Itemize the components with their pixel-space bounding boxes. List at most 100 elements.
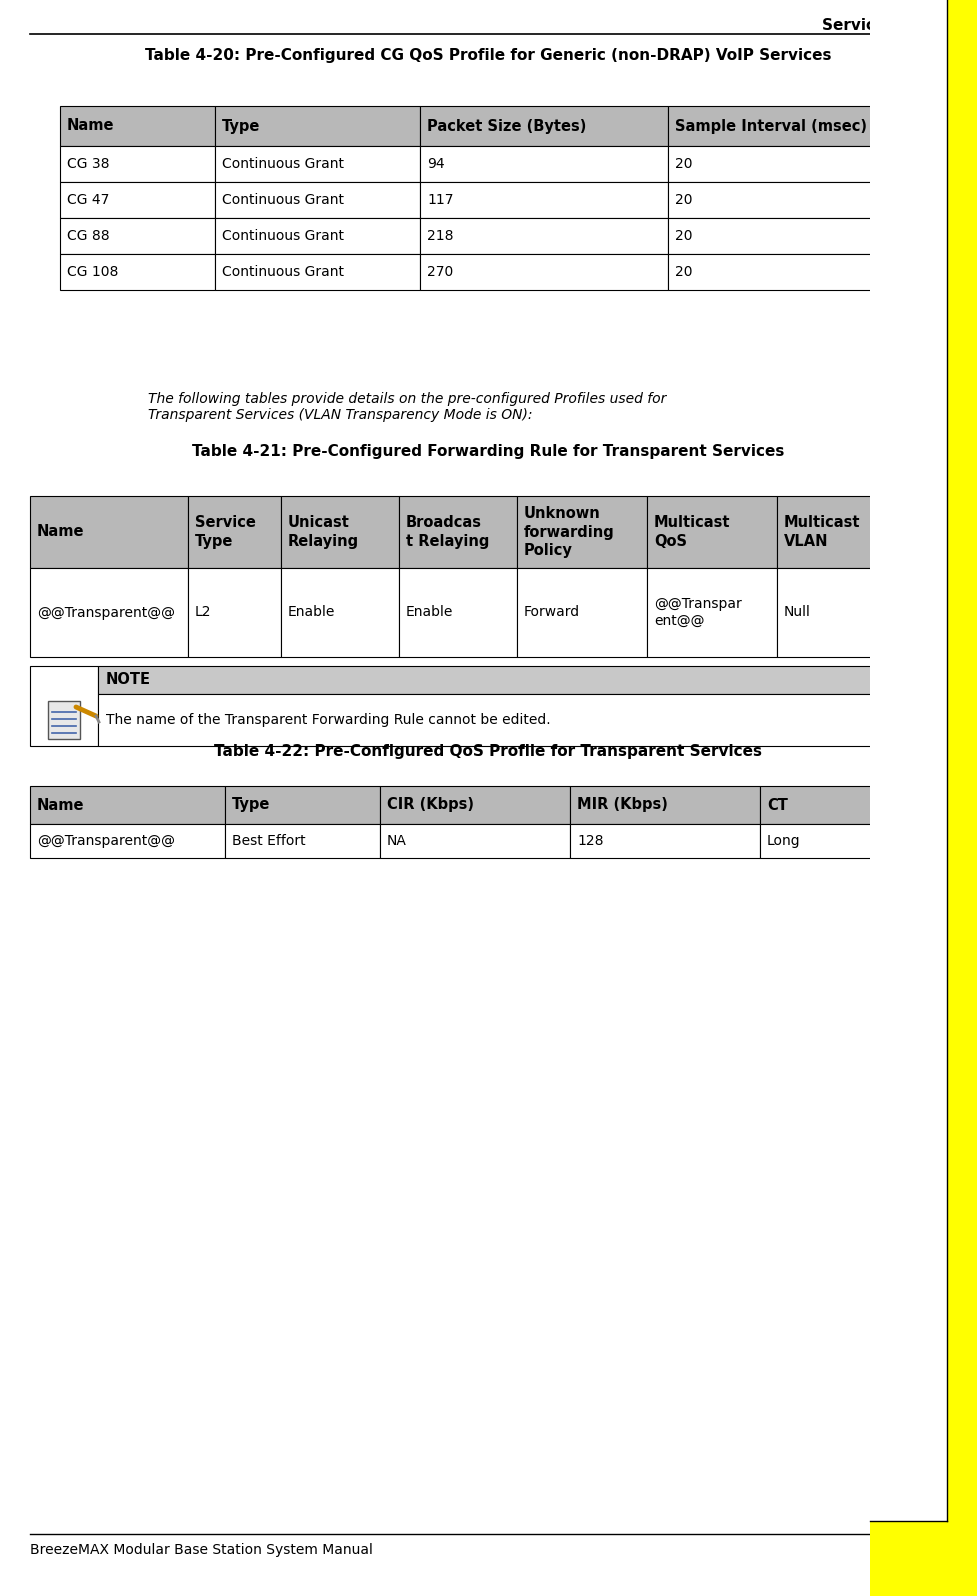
Bar: [760, 785, 947, 824]
Text: BreezeMAX Modular Base Station System Manual: BreezeMAX Modular Base Station System Ma…: [30, 1543, 373, 1558]
Bar: [281, 568, 399, 658]
Bar: [668, 145, 917, 182]
Bar: [60, 105, 215, 145]
Bar: [30, 785, 225, 824]
Text: Broadcas
t Relaying: Broadcas t Relaying: [406, 516, 489, 549]
Text: Name: Name: [37, 525, 84, 539]
Text: Multicast
QoS: Multicast QoS: [654, 516, 731, 549]
Bar: [517, 496, 647, 568]
Text: Transparent Services (VLAN Transparency Mode is ON):: Transparent Services (VLAN Transparency …: [148, 409, 532, 421]
Text: Table 4-21: Pre-Configured Forwarding Rule for Transparent Services: Table 4-21: Pre-Configured Forwarding Ru…: [192, 444, 785, 460]
Text: 20: 20: [675, 156, 693, 171]
Text: Name: Name: [67, 118, 114, 134]
Text: Name: Name: [37, 798, 84, 812]
Text: Long: Long: [767, 835, 800, 847]
Bar: [98, 666, 947, 694]
Text: Null: Null: [784, 605, 811, 619]
Bar: [225, 785, 380, 824]
Text: Unknown
forwarding
Policy: Unknown forwarding Policy: [524, 506, 615, 559]
Text: Packet Size (Bytes): Packet Size (Bytes): [427, 118, 586, 134]
Text: Continuous Grant: Continuous Grant: [222, 156, 344, 171]
Bar: [947, 0, 977, 1596]
Text: Forward: Forward: [524, 605, 580, 619]
Text: 128: 128: [577, 835, 604, 847]
Bar: [215, 254, 420, 290]
Bar: [225, 824, 380, 859]
Bar: [647, 496, 777, 568]
Text: 270: 270: [427, 265, 453, 279]
Text: 20: 20: [675, 228, 693, 243]
Bar: [30, 824, 225, 859]
Text: 215: 215: [870, 1543, 896, 1558]
Text: Enable: Enable: [406, 605, 453, 619]
Text: CG 88: CG 88: [67, 228, 109, 243]
Text: Continuous Grant: Continuous Grant: [222, 228, 344, 243]
Bar: [98, 694, 947, 745]
Text: 20: 20: [675, 265, 693, 279]
Text: NOTE: NOTE: [106, 672, 151, 688]
Text: CG 38: CG 38: [67, 156, 109, 171]
Text: 94: 94: [427, 156, 445, 171]
Bar: [420, 254, 668, 290]
Text: Continuous Grant: Continuous Grant: [222, 193, 344, 207]
Text: NA: NA: [387, 835, 406, 847]
Text: 20: 20: [675, 193, 693, 207]
Text: CG 108: CG 108: [67, 265, 118, 279]
Text: Type: Type: [232, 798, 271, 812]
Text: @@Transparent@@: @@Transparent@@: [37, 605, 175, 619]
Bar: [380, 824, 570, 859]
Text: Services Menu: Services Menu: [822, 18, 947, 34]
Text: Best Effort: Best Effort: [232, 835, 306, 847]
Text: 117: 117: [427, 193, 453, 207]
Bar: [420, 145, 668, 182]
Bar: [760, 824, 947, 859]
Bar: [420, 219, 668, 254]
Text: L2: L2: [195, 605, 211, 619]
Bar: [870, 0, 947, 1521]
Text: 218: 218: [427, 228, 453, 243]
Bar: [30, 666, 98, 745]
Bar: [870, 1521, 977, 1596]
Bar: [215, 105, 420, 145]
Text: Table 4-22: Pre-Configured QoS Profile for Transparent Services: Table 4-22: Pre-Configured QoS Profile f…: [215, 744, 762, 760]
Bar: [570, 824, 760, 859]
Bar: [188, 568, 281, 658]
Text: CG 47: CG 47: [67, 193, 109, 207]
Bar: [215, 182, 420, 219]
Bar: [60, 182, 215, 219]
Text: @@Transpar
ent@@: @@Transpar ent@@: [654, 597, 742, 629]
Text: Continuous Grant: Continuous Grant: [222, 265, 344, 279]
Text: Table 4-20: Pre-Configured CG QoS Profile for Generic (non-DRAP) VoIP Services: Table 4-20: Pre-Configured CG QoS Profil…: [146, 48, 831, 62]
Bar: [668, 182, 917, 219]
Bar: [60, 145, 215, 182]
Bar: [399, 496, 517, 568]
Bar: [517, 568, 647, 658]
Bar: [668, 254, 917, 290]
Bar: [420, 182, 668, 219]
Bar: [215, 145, 420, 182]
Bar: [188, 496, 281, 568]
Bar: [30, 568, 188, 658]
Text: @@Transparent@@: @@Transparent@@: [37, 835, 175, 847]
Bar: [48, 701, 80, 739]
Text: MIR (Kbps): MIR (Kbps): [577, 798, 668, 812]
Bar: [420, 105, 668, 145]
Bar: [668, 219, 917, 254]
Text: Multicast
VLAN: Multicast VLAN: [784, 516, 861, 549]
Bar: [777, 568, 895, 658]
Bar: [399, 568, 517, 658]
Text: CT: CT: [767, 798, 787, 812]
Bar: [30, 496, 188, 568]
Bar: [668, 105, 917, 145]
Text: Enable: Enable: [288, 605, 335, 619]
Bar: [281, 496, 399, 568]
Bar: [647, 568, 777, 658]
Text: The name of the Transparent Forwarding Rule cannot be edited.: The name of the Transparent Forwarding R…: [106, 713, 551, 728]
Bar: [570, 785, 760, 824]
Bar: [60, 219, 215, 254]
Text: Service
Type: Service Type: [195, 516, 256, 549]
Bar: [60, 254, 215, 290]
Text: CIR (Kbps): CIR (Kbps): [387, 798, 474, 812]
Text: Type: Type: [222, 118, 261, 134]
Text: The following tables provide details on the pre-configured Profiles used for: The following tables provide details on …: [148, 393, 666, 405]
